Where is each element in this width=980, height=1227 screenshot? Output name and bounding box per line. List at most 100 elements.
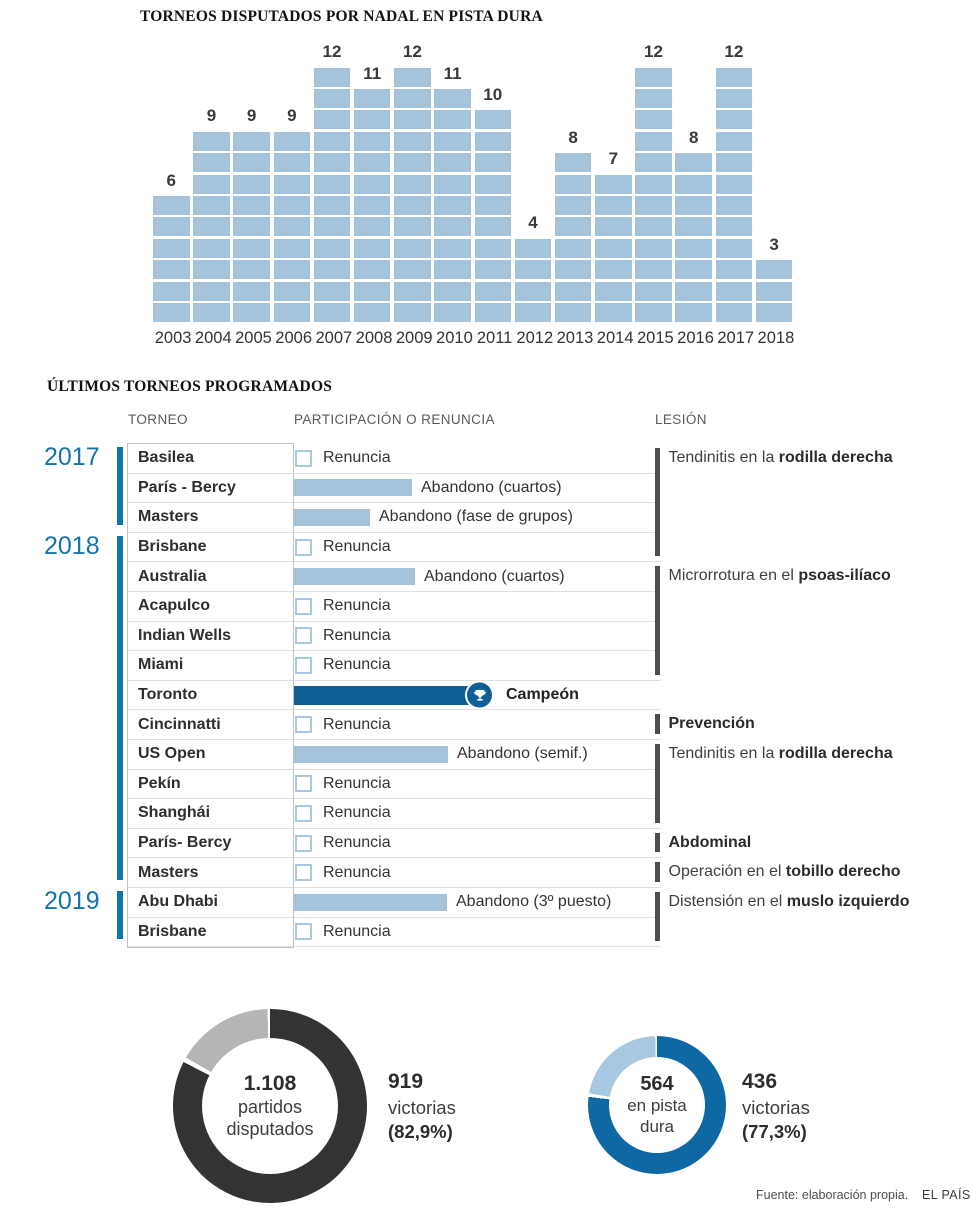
participacion-cell: Renuncia	[294, 710, 661, 739]
torneo-name: Abu Dhabi	[138, 893, 218, 911]
bar-unit-square	[313, 303, 351, 322]
lesion-item: Tendinitis en la rodilla derecha	[655, 744, 893, 823]
bar-column-2012: 4	[514, 213, 552, 322]
bar-unit-square	[193, 281, 230, 301]
bar-column-2006: 9	[273, 106, 311, 322]
participacion-cell: Abandono (fase de grupos)	[294, 503, 661, 532]
torneo-name: US Open	[138, 745, 206, 763]
column-header-torneo: TORNEO	[128, 412, 188, 427]
table-row: Toronto Campeón	[127, 680, 661, 711]
total-matches-label-2: disputados	[226, 1118, 314, 1139]
bar-unit-square	[153, 303, 190, 322]
bar-value-label: 7	[608, 149, 619, 169]
bar-unit-square	[474, 238, 511, 258]
hard-victories-label: victorias	[742, 1096, 810, 1118]
participacion-cell: Renuncia	[294, 858, 661, 887]
participacion-cell: Campeón	[294, 680, 661, 710]
bar-unit-square	[715, 174, 753, 194]
bar-column-2004: 9	[193, 106, 230, 322]
total-matches-value: 1.108	[243, 1072, 297, 1096]
bar-unit-square	[675, 174, 712, 194]
bar-unit-square	[715, 303, 753, 322]
bar-column-2013: 8	[554, 128, 592, 322]
status-label: Abandono (3º puesto)	[456, 893, 612, 911]
bar-value-label: 8	[688, 127, 699, 147]
bar-unit-square	[233, 238, 270, 258]
torneo-name: Brisbane	[138, 922, 207, 940]
lesion-span-bar	[655, 448, 660, 557]
lesion-item: Abdominal	[655, 832, 752, 853]
status-label: Renuncia	[323, 597, 391, 615]
bar-unit-square	[715, 217, 753, 237]
bar-value-label: 12	[644, 42, 663, 62]
table-row: Australia Abandono (cuartos)	[127, 562, 661, 592]
bar-column-2011: 10	[474, 85, 511, 322]
lesion-item: Operación en el tobillo derecho	[655, 862, 901, 882]
bar-unit-square	[635, 281, 672, 301]
bar-unit-square	[715, 238, 753, 258]
renuncia-checkbox-icon	[295, 834, 312, 852]
renuncia-checkbox-icon	[295, 864, 312, 882]
bar-unit-square	[313, 260, 351, 280]
bar-unit-square	[554, 217, 592, 237]
donut-hard-court-center: 564 en pista dura	[609, 1057, 705, 1153]
bar-unit-square	[514, 303, 552, 322]
bar-unit-square	[635, 131, 672, 151]
bar-unit-square	[434, 153, 471, 173]
status-label: Renuncia	[323, 804, 391, 822]
bar-column-2007: 12	[313, 42, 351, 322]
lesion-span-bar	[655, 892, 660, 942]
lesion-span-bar	[655, 832, 660, 853]
lesion-item: Microrrotura en el psoas-ilíaco	[655, 566, 891, 675]
bar-unit-square	[635, 89, 672, 109]
lesion-text: Abdominal	[668, 833, 752, 851]
bar-unit-square	[554, 153, 592, 173]
bar-column-2003: 6	[153, 171, 190, 322]
bar-unit-square	[514, 238, 552, 258]
torneo-name: Pekín	[138, 774, 181, 792]
victories-value: 919	[388, 1070, 424, 1093]
bar-unit-square	[233, 217, 270, 237]
lesion-text: Tendinitis en la rodilla derecha	[668, 449, 893, 466]
bar-value-label: 11	[363, 63, 382, 83]
bar-unit-square	[595, 238, 632, 258]
status-label: Abandono (cuartos)	[421, 478, 562, 496]
participacion-cell: Renuncia	[294, 592, 661, 621]
bar-unit-square	[635, 238, 672, 258]
table-row: París- Bercy Renuncia	[127, 829, 661, 859]
torneo-name: Australia	[138, 567, 207, 585]
bar-unit-square	[394, 303, 431, 322]
bar-unit-square	[675, 196, 712, 216]
bar-unit-square	[353, 238, 391, 258]
bar-value-label: 9	[246, 106, 257, 126]
bar-unit-square	[153, 217, 190, 237]
bar-unit-square	[595, 303, 632, 322]
bar-unit-square	[394, 131, 431, 151]
status-label: Renuncia	[323, 774, 391, 792]
torneo-name: París- Bercy	[138, 834, 232, 852]
donut-hard-court: 564 en pista dura	[588, 1036, 726, 1174]
bar-unit-square	[353, 89, 391, 109]
year-label-2018: 2018	[44, 531, 100, 560]
participacion-cell: Renuncia	[294, 799, 661, 828]
bar-unit-square	[755, 303, 793, 322]
lesion-text: Microrrotura en el psoas-ilíaco	[668, 567, 891, 585]
bar-unit-square	[313, 131, 351, 151]
table-row: Miami Renuncia	[127, 651, 661, 681]
bar-unit-square	[273, 217, 311, 237]
status-label: Renuncia	[323, 715, 391, 733]
bar-unit-square	[635, 67, 672, 87]
bar-unit-square	[233, 174, 270, 194]
torneo-name: Shanghái	[138, 804, 211, 822]
bar-unit-square	[313, 174, 351, 194]
bar-unit-square	[514, 260, 552, 280]
bar-unit-square	[474, 281, 511, 301]
bar-unit-square	[715, 260, 753, 280]
bar-unit-square	[595, 217, 632, 237]
x-tick-label: 2005	[235, 329, 272, 347]
torneo-name: Masters	[138, 508, 199, 526]
bar-unit-square	[193, 174, 230, 194]
bar-unit-square	[715, 131, 753, 151]
x-tick-label: 2016	[677, 329, 714, 347]
